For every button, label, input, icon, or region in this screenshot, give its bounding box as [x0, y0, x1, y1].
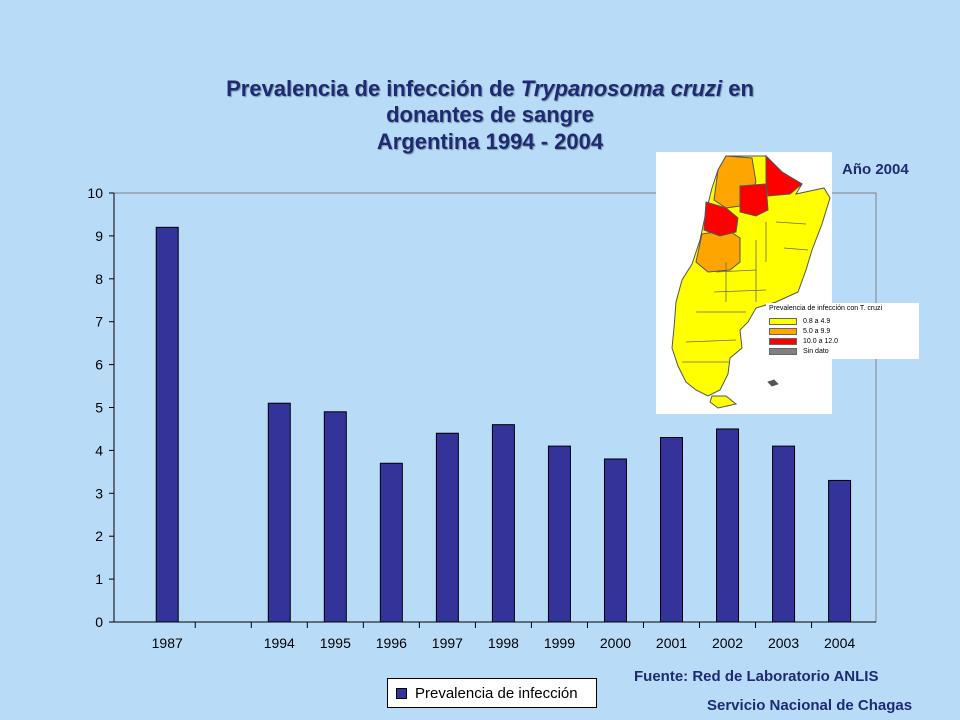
chart-legend: Prevalencia de infección — [387, 678, 597, 708]
x-tick-label: 2001 — [656, 635, 687, 651]
y-tick-label: 7 — [95, 314, 103, 330]
x-axis: 1987 1994 1995 1996 1997 1998 1999 2000 2001 2002… — [114, 621, 876, 651]
map-legend-item: 0.8 a 4.9 — [769, 317, 830, 326]
map-legend-label: 0.8 a 4.9 — [803, 318, 831, 325]
map-legend-item: 5.0 a 9.9 — [769, 327, 830, 336]
y-tick-label: 3 — [95, 485, 103, 501]
y-tick-label: 5 — [95, 400, 103, 416]
title-line-2: donantes de sangre — [386, 102, 594, 128]
bar — [155, 226, 179, 623]
x-tick-label: 1987 — [152, 635, 183, 651]
bar — [828, 479, 852, 623]
x-tick-label: 1996 — [376, 635, 407, 651]
x-tick-label: 1999 — [544, 635, 575, 651]
map-legend-swatch — [769, 318, 797, 325]
chart-title: Prevalencia de infección de Trypanosoma … — [60, 76, 920, 155]
map-legend-item: Sin dato — [769, 347, 829, 356]
x-tick-label: 2004 — [824, 635, 855, 651]
bar — [603, 458, 627, 623]
bar — [491, 424, 515, 623]
argentina-map — [656, 152, 832, 414]
y-tick-label: 8 — [95, 271, 103, 287]
map-province-borders — [682, 221, 809, 363]
x-tick-label: 1995 — [320, 635, 351, 651]
title-line-1: Prevalencia de infección de Trypanosoma … — [60, 76, 920, 102]
map-legend-label: 10.0 a 12.0 — [803, 338, 839, 345]
map-legend-item: 10.0 a 12.0 — [769, 337, 838, 346]
map-region-red-west — [703, 201, 739, 237]
y-axis: 0 1 2 3 4 5 6 7 8 9 10 — [87, 185, 115, 630]
argentina-map-drawing — [671, 154, 831, 409]
y-tick-label: 10 — [87, 185, 103, 201]
bar — [547, 445, 571, 623]
x-tick-label: 2002 — [712, 635, 743, 651]
source-line-2: Servicio Nacional de Chagas — [707, 697, 913, 714]
bar — [267, 402, 291, 623]
map-legend-swatch — [769, 328, 797, 335]
source-line-1: Fuente: Red de Laboratorio ANLIS — [634, 668, 879, 685]
y-tick-label: 1 — [95, 571, 103, 587]
map-tierra-del-fuego — [709, 395, 738, 409]
x-tick-label: 2000 — [600, 635, 631, 651]
map-region-red-ne — [765, 154, 803, 197]
y-tick-label: 4 — [95, 442, 103, 458]
x-tick-label: 1998 — [488, 635, 519, 651]
y-tick-label: 0 — [95, 614, 103, 630]
map-islands — [767, 379, 779, 387]
title-line-3: Argentina 1994 - 2004 — [376, 128, 604, 154]
map-legend-label: 5.0 a 9.9 — [803, 328, 831, 335]
legend-swatch — [396, 687, 407, 699]
legend-label: Prevalencia de infección — [415, 684, 578, 702]
bar — [379, 462, 403, 623]
map-legend-swatch — [769, 348, 797, 355]
x-tick-label: 2003 — [768, 635, 799, 651]
x-tick-label: 1997 — [432, 635, 463, 651]
map-legend: Prevalencia de infección con T. cruzi 0.… — [766, 303, 919, 359]
bar — [323, 411, 347, 623]
y-tick-label: 6 — [95, 357, 103, 373]
map-legend-title: Prevalencia de infección con T. cruzi — [769, 305, 883, 312]
title-line-1-pre: Prevalencia de infección de — [226, 76, 521, 101]
bar — [772, 445, 796, 623]
y-tick-label: 9 — [95, 228, 103, 244]
map-region-red-center — [739, 183, 769, 217]
map-legend-swatch — [769, 338, 797, 345]
bar — [716, 428, 740, 623]
map-region-orange-west — [695, 229, 741, 273]
title-line-1-post: en — [722, 76, 754, 101]
map-year-label: Año 2004 — [842, 161, 909, 178]
title-line-1-italic: Trypanosoma cruzi — [520, 76, 723, 101]
bars — [155, 226, 852, 623]
map-legend-label: Sin dato — [803, 348, 829, 355]
y-tick-label: 2 — [95, 528, 103, 544]
bar — [435, 432, 459, 623]
x-tick-label: 1994 — [264, 635, 295, 651]
bar — [659, 437, 683, 623]
